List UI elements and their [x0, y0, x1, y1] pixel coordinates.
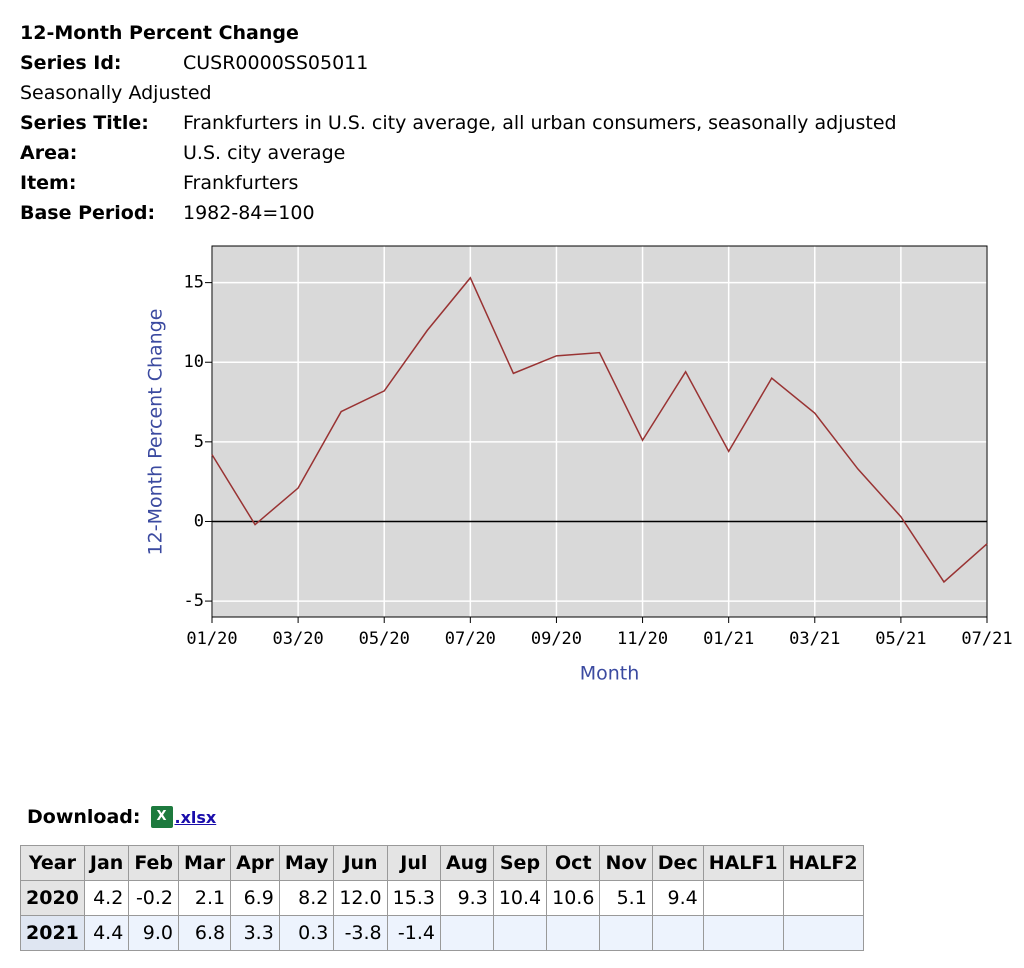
x-tick-label: 01/20: [186, 629, 237, 649]
empty-cell: [702, 915, 784, 951]
cell: 9.4: [651, 880, 704, 916]
column-header: Oct: [546, 845, 601, 881]
header-row: Year Jan Feb Mar Apr May Jun Jul Aug Sep Oct Nov Dec…: [20, 845, 864, 881]
empty-cell: [492, 915, 548, 951]
table-row: 2021 4.4 9.0 6.8 3.3 0.3 -3.8 -1.4: [20, 915, 864, 951]
y-tick-label: 5: [194, 432, 204, 452]
header-row: Area: U.S. city average: [20, 138, 897, 168]
header-text: Seasonally Adjusted: [20, 82, 212, 104]
column-header: Feb: [128, 845, 180, 881]
column-header: Sep: [492, 845, 548, 881]
header-row: Seasonally Adjusted: [20, 78, 897, 108]
column-header: Mar: [178, 845, 232, 881]
x-tick-label: 09/20: [531, 629, 582, 649]
cell: 2.1: [178, 880, 232, 916]
y-tick-label: 15: [184, 273, 204, 293]
header-row: Series Id: CUSR0000SS05011: [20, 48, 897, 78]
empty-cell: [702, 880, 784, 916]
cell: 12.0: [333, 880, 388, 916]
year-cell: 2020: [20, 880, 85, 916]
cell: 3.3: [230, 915, 280, 951]
empty-cell: [439, 915, 494, 951]
cell: 9.0: [128, 915, 180, 951]
column-header: Apr: [230, 845, 280, 881]
cell: 5.1: [599, 880, 653, 916]
chart: 01/20 03/20 05/20 07/20 09/20 11/20 01/21 03/21…: [145, 245, 1013, 685]
header-value: U.S. city average: [183, 142, 346, 164]
cell: 4.2: [83, 880, 130, 916]
year-cell: 2021: [20, 915, 85, 951]
download: Download: X .xlsx: [27, 806, 216, 828]
plot-border: [211, 245, 988, 618]
data-table: Year Jan Feb Mar Apr May Jun Jul Aug Sep Oct Nov Dec…: [20, 845, 864, 951]
cell: -3.8: [333, 915, 388, 951]
column-header: Aug: [439, 845, 494, 881]
x-tick-label: 03/21: [789, 629, 840, 649]
cell: 9.3: [439, 880, 494, 916]
empty-cell: [782, 880, 864, 916]
empty-cell: [651, 915, 704, 951]
column-header: Jan: [83, 845, 130, 881]
header-label: Item:: [20, 172, 77, 194]
column-header: HALF1: [702, 845, 784, 881]
x-axis-label: Month: [580, 663, 640, 685]
empty-cell: [599, 915, 653, 951]
cell: -1.4: [386, 915, 441, 951]
cell: 10.4: [492, 880, 548, 916]
excel-icon: X: [150, 806, 173, 828]
column-header: Nov: [599, 845, 653, 881]
header-label: Series Id:: [20, 52, 122, 74]
header-value: Frankfurters: [183, 172, 299, 194]
header-label: Series Title:: [20, 112, 149, 134]
header-row: Series Title: Frankfurters in U.S. city a…: [20, 108, 897, 138]
y-tick-label: 0: [194, 511, 204, 531]
header-label: Base Period:: [20, 202, 156, 224]
cell: 0.3: [278, 915, 335, 951]
column-header: Dec: [651, 845, 704, 881]
header-value: Frankfurters in U.S. city average, all u…: [183, 112, 897, 134]
y-tick-label: 10: [184, 352, 204, 372]
y-tick-label: -5: [184, 591, 204, 611]
column-header: Year: [20, 845, 85, 881]
cell: 4.4: [83, 915, 130, 951]
x-tick-label: 07/21: [961, 629, 1012, 649]
plot-area: [212, 246, 987, 617]
empty-cell: [546, 915, 601, 951]
empty-cell: [782, 915, 864, 951]
x-tick-label: 05/21: [875, 629, 926, 649]
cell: 6.9: [230, 880, 280, 916]
column-header: HALF2: [782, 845, 864, 881]
header-value: CUSR0000SS05011: [183, 52, 369, 74]
header-row: Item: Frankfurters: [20, 168, 897, 198]
cell: 10.6: [546, 880, 601, 916]
header-row: Base Period: 1982-84=100: [20, 198, 897, 228]
x-tick-label: 11/20: [617, 629, 668, 649]
column-header: Jun: [333, 845, 388, 881]
header-value: 1982-84=100: [183, 202, 315, 224]
x-tick-label: 05/20: [359, 629, 410, 649]
x-tick-label: 07/20: [445, 629, 496, 649]
cell: 8.2: [278, 880, 335, 916]
line-series: [211, 276, 988, 584]
table-row: 2020 4.2 -0.2 2.1 6.9 8.2 12.0 15.3 9.3 10.4 10.6 5…: [20, 880, 864, 916]
x-tick-label: 01/21: [703, 629, 754, 649]
header-label: Area:: [20, 142, 78, 164]
column-header: Jul: [386, 845, 441, 881]
cell: 15.3: [386, 880, 441, 916]
header: 12-Month Percent Change Series Id: CUSR00…: [20, 18, 897, 228]
xlsx-link[interactable]: .xlsx: [174, 807, 217, 827]
title: 12-Month Percent Change: [20, 22, 299, 44]
column-header: May: [278, 845, 335, 881]
x-tick-label: 03/20: [273, 629, 324, 649]
download-label: Download:: [27, 806, 141, 828]
cell: -0.2: [128, 880, 180, 916]
y-axis-label: 12-Month Percent Change: [145, 309, 167, 556]
cell: 6.8: [178, 915, 232, 951]
